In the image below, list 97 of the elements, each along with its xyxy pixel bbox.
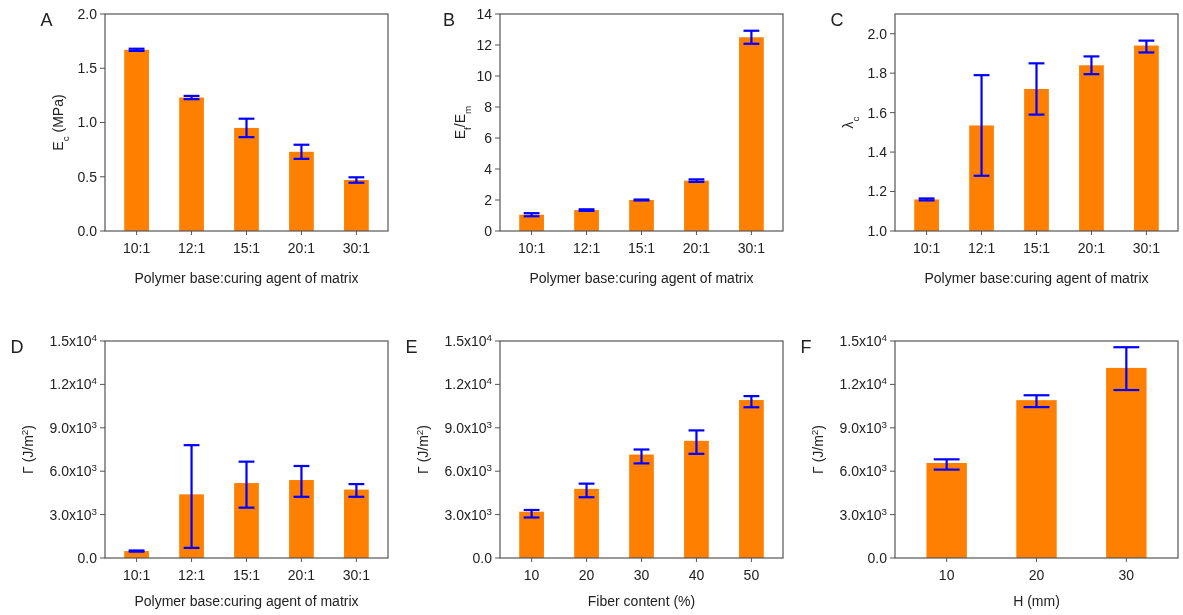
bar [574,210,599,231]
y-tick-label: 9.0x10$^{3}$ [839,418,888,436]
y-tick-label: 0.0 [77,549,98,566]
y-tick-label: 12 [476,36,493,53]
x-axis-title: Polymer base:curing agent of matrix [134,270,359,286]
x-tick-label: 20:1 [682,240,711,256]
bar [344,489,369,558]
y-tick-label: 0.0 [867,549,888,566]
x-tick-label: 20 [1028,567,1045,583]
bar [739,37,764,231]
x-tick-label: 15:1 [232,567,261,583]
y-tick-label: 6 [484,129,493,146]
y-tick-label: 10 [476,67,493,84]
x-axis-title: Fiber content (%) [587,593,696,609]
x-tick-label: 10 [938,567,955,583]
x-axis-title: Polymer base:curing agent of matrix [529,270,754,286]
bar [519,511,544,558]
x-tick-label: 30:1 [737,240,766,256]
x-tick-label: 20:1 [1077,240,1106,256]
bar [234,483,259,558]
x-tick-label: 15:1 [627,240,656,256]
x-tick-label: 30 [633,567,650,583]
bar [124,49,149,231]
y-tick-label: 0.0 [77,222,98,239]
x-tick-label: 20:1 [287,567,316,583]
y-tick-label: 1.5 [77,60,98,77]
text: B [443,10,456,30]
x-axis-title: H (mm) [1013,593,1060,609]
x-tick-label: 30:1 [342,567,371,583]
y-tick-label: 6.0x10$^{3}$ [49,461,98,480]
bar [289,480,314,558]
text: E [405,337,418,357]
y-tick-label: 1.0 [77,114,98,131]
bar [684,180,709,231]
y-tick-label: 9.0x10$^{3}$ [49,418,98,436]
bar [926,462,967,558]
x-tick-label: 10 [523,567,540,583]
x-tick-label: 50 [743,567,760,583]
y-tick-label: 4 [484,160,493,177]
y-tick-label: 1.5x10$^{4}$ [839,331,888,349]
y-tick-label: 1.4 [867,143,888,160]
text: C [830,10,844,30]
y-tick-label: 0.0 [472,549,493,566]
x-tick-label: 10:1 [517,240,546,256]
x-tick-label: 20 [578,567,595,583]
y-tick-label: 6.0x10$^{3}$ [839,461,888,480]
y-tick-label: 2.0 [77,5,98,22]
y-tick-label: 2 [484,191,493,208]
bar [739,400,764,558]
x-tick-label: 12:1 [572,240,601,256]
y-tick-label: 1.2x10$^{4}$ [444,374,493,393]
x-tick-label: 10:1 [122,567,151,583]
bar [629,200,654,231]
x-tick-label: 15:1 [1022,240,1051,256]
bar [1106,367,1147,558]
text: F [800,337,812,357]
y-tick-label: 8 [484,98,493,115]
x-tick-label: 40 [688,567,705,583]
bar [234,127,259,231]
bar [1016,400,1057,558]
x-tick-label: 30:1 [342,240,371,256]
x-tick-label: 15:1 [232,240,261,256]
x-axis-title: Polymer base:curing agent of matrix [134,593,359,609]
x-tick-label: 12:1 [177,567,206,583]
x-axis-title: Polymer base:curing agent of matrix [924,270,1149,286]
y-tick-label: 0 [484,222,493,239]
x-tick-label: 12:1 [177,240,206,256]
y-tick-label: 1.6 [867,104,888,121]
x-tick-label: 30 [1118,567,1135,583]
x-tick-label: 20:1 [287,240,316,256]
bar [179,97,204,231]
y-tick-label: 2.0 [867,25,888,42]
y-tick-label: 1.0 [867,222,888,239]
y-tick-label: 1.2x10$^{4}$ [839,374,888,393]
x-tick-label: 12:1 [967,240,996,256]
y-tick-label: 1.5x10$^{4}$ [444,331,493,349]
y-tick-label: 3.0x10$^{3}$ [839,505,888,523]
y-tick-label: 3.0x10$^{3}$ [444,505,493,523]
bar [574,488,599,558]
y-tick-label: 9.0x10$^{3}$ [444,418,493,436]
y-tick-label: 0.5 [77,168,98,185]
bar [629,454,654,558]
text: A [40,10,53,30]
y-tick-label: 1.2x10$^{4}$ [49,374,98,393]
y-tick-label: 1.8 [867,65,888,82]
x-tick-label: 10:1 [912,240,941,256]
y-tick-label: 3.0x10$^{3}$ [49,505,98,523]
y-tick-label: 1.5x10$^{4}$ [49,331,98,349]
x-tick-label: 10:1 [122,240,151,256]
x-tick-label: 30:1 [1132,240,1161,256]
y-tick-label: 1.2 [867,183,888,200]
bar [289,151,314,231]
bar [344,180,369,231]
bar [684,440,709,558]
y-tick-label: 14 [476,5,493,22]
y-tick-label: 6.0x10$^{3}$ [444,461,493,480]
text: D [10,337,24,357]
